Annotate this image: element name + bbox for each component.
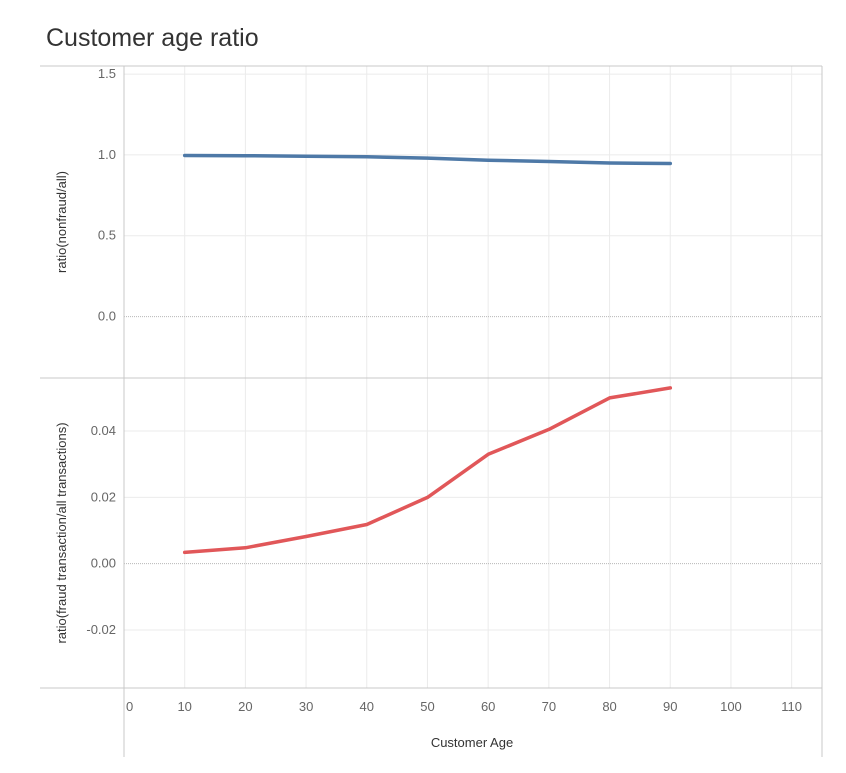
y-tick-label: 0.02: [91, 489, 116, 504]
x-tick-label: 70: [542, 699, 556, 714]
label-layer: 0.0 0.5 1.0 1.5 ratio(nonfraud/all) -0.02 0.00…: [54, 66, 802, 750]
y-axis-title: ratio(fraud transaction/all transactions…: [54, 422, 69, 643]
x-tick-label: 0: [126, 699, 133, 714]
chart-title: Customer age ratio: [46, 24, 259, 52]
frame-layer: [40, 65, 823, 757]
y-tick-label: -0.02: [86, 622, 116, 637]
x-tick-label: 20: [238, 699, 252, 714]
x-tick-label: 80: [602, 699, 616, 714]
x-tick-label: 90: [663, 699, 677, 714]
x-axis-title: Customer Age: [431, 735, 513, 750]
x-tick-label: 40: [360, 699, 374, 714]
y-tick-label: 0.00: [91, 556, 116, 571]
x-tick-label: 110: [781, 699, 802, 714]
series-line: [182, 386, 673, 555]
y-tick-label: 0.0: [98, 309, 116, 324]
x-tick-label: 50: [420, 699, 434, 714]
x-tick-label: 30: [299, 699, 313, 714]
series-line: [182, 153, 673, 166]
grid-layer: [124, 66, 822, 688]
y-tick-label: 0.5: [98, 228, 116, 243]
y-tick-label: 1.0: [98, 147, 116, 162]
x-tick-label: 10: [177, 699, 191, 714]
x-tick-label: 100: [720, 699, 742, 714]
y-tick-label: 0.04: [91, 423, 116, 438]
series-layer: [182, 153, 673, 555]
x-tick-label: 60: [481, 699, 495, 714]
y-tick-label: 1.5: [98, 66, 116, 81]
y-axis-title: ratio(nonfraud/all): [54, 171, 69, 273]
